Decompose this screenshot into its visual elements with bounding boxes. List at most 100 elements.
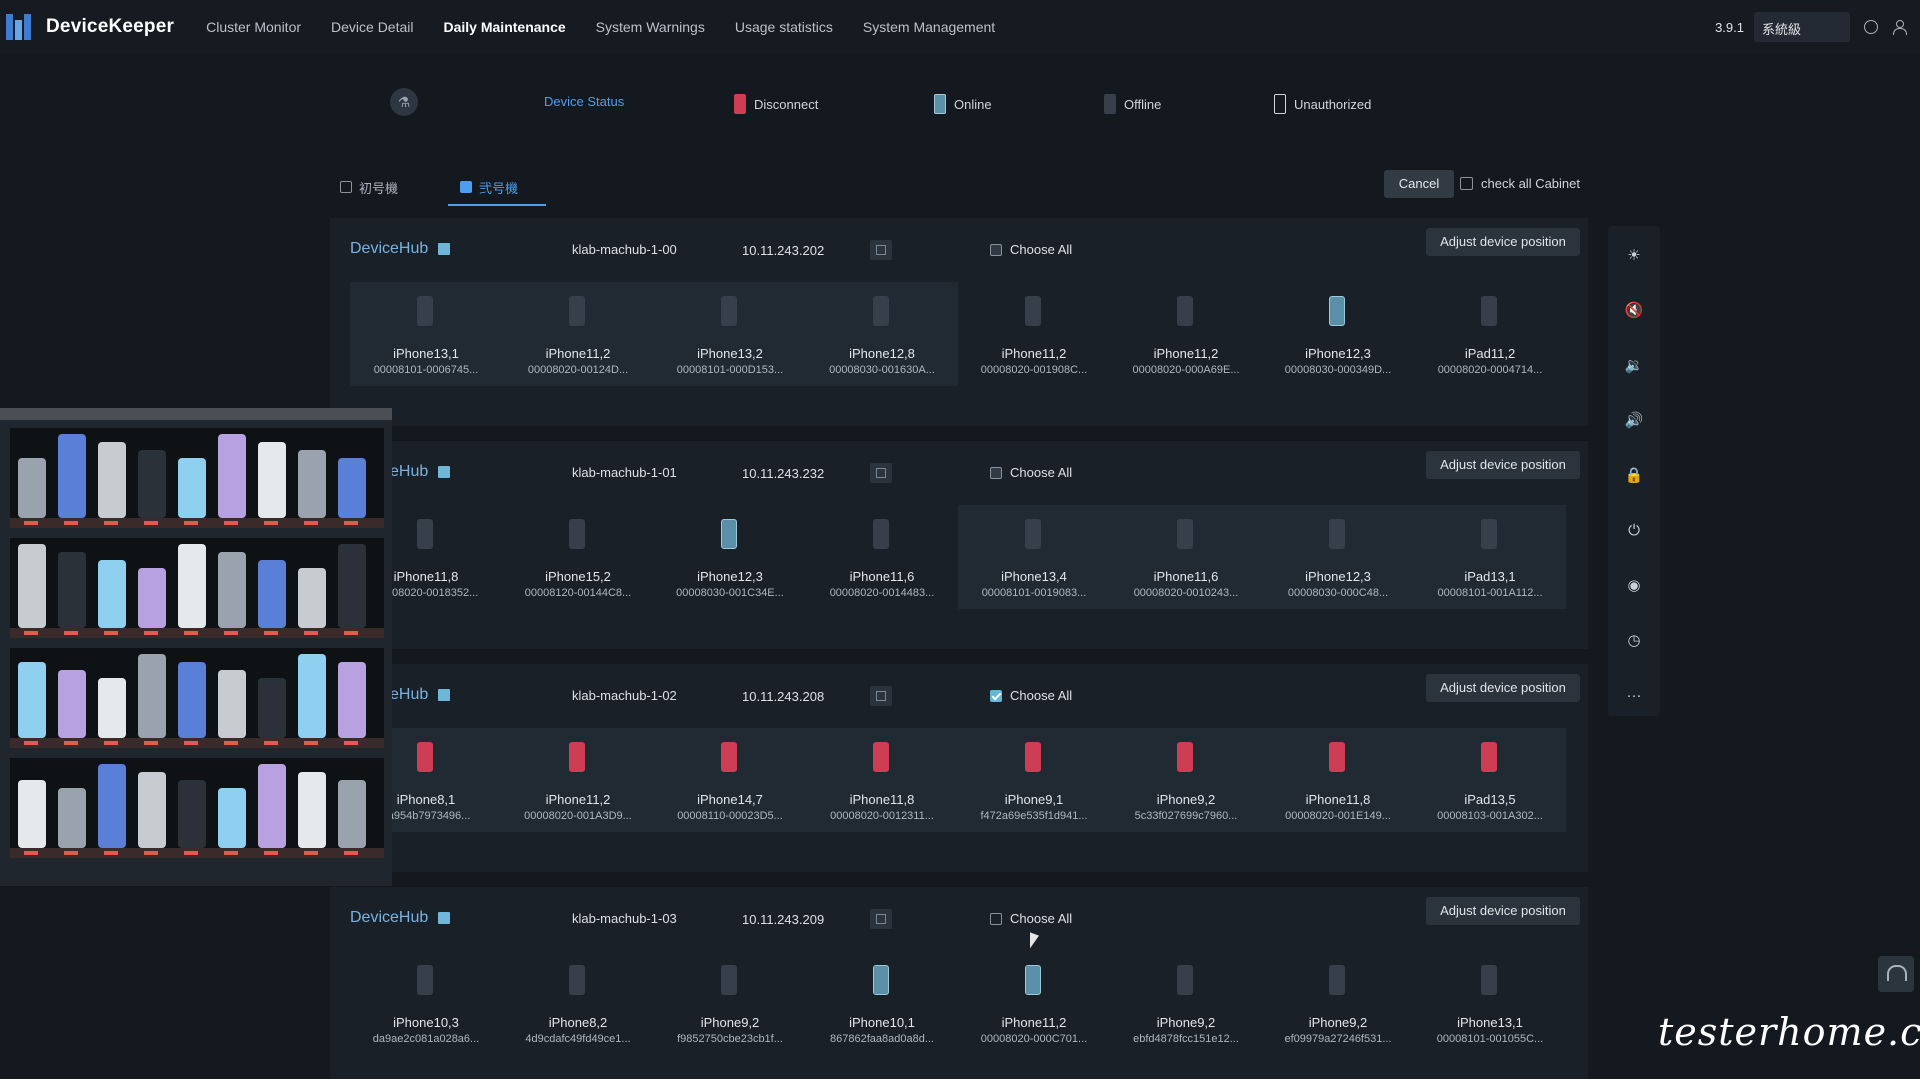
- help-icon[interactable]: [1864, 20, 1878, 34]
- check-all-cabinet[interactable]: check all Cabinet: [1460, 176, 1580, 191]
- adjust-position-button[interactable]: Adjust device position: [1426, 674, 1580, 702]
- device-card[interactable]: iPhone15,2 00008120-00144C8...: [502, 505, 654, 609]
- device-card[interactable]: iPad13,5 00008103-001A302...: [1414, 728, 1566, 832]
- device-card[interactable]: iPhone12,8 00008030-001630A...: [806, 282, 958, 386]
- device-card[interactable]: iPhone9,2 ef09979a27246f531...: [1262, 951, 1414, 1055]
- terminal-icon[interactable]: [870, 240, 892, 260]
- home-icon[interactable]: ◉: [1627, 577, 1641, 594]
- volume-down-icon[interactable]: 🔉: [1624, 357, 1644, 374]
- tab-cabinet-2[interactable]: 弐号機: [447, 172, 547, 206]
- hub-ip: 10.11.243.208: [742, 689, 825, 704]
- lock-icon[interactable]: 🔒: [1624, 467, 1644, 484]
- more-icon[interactable]: ···: [1626, 687, 1642, 704]
- phone-icon: [1481, 519, 1497, 549]
- device-serial: 00008020-000A69E...: [1132, 364, 1240, 376]
- device-card[interactable]: iPhone9,1 f472a69e535f1d941...: [958, 728, 1110, 832]
- cancel-button[interactable]: Cancel: [1384, 170, 1454, 198]
- device-card[interactable]: iPhone13,2 00008101-000D153...: [654, 282, 806, 386]
- device-card[interactable]: iPhone11,2 00008020-000A69E...: [1110, 282, 1262, 386]
- tab-cabinet-1[interactable]: 初号機: [340, 172, 398, 202]
- device-row: iPhone13,1 00008101-0006745... iPhone11,…: [350, 282, 1566, 386]
- device-model: iPhone9,2: [1308, 1015, 1368, 1030]
- headset-icon[interactable]: [1878, 956, 1914, 992]
- device-card[interactable]: iPhone11,6 00008020-0014483...: [806, 505, 958, 609]
- adjust-position-button[interactable]: Adjust device position: [1426, 228, 1580, 256]
- device-model: iPhone9,2: [1156, 1015, 1216, 1030]
- device-serial: 00008020-001908C...: [980, 364, 1088, 376]
- choose-all-checkbox[interactable]: Choose All: [990, 242, 1072, 257]
- terminal-icon[interactable]: [870, 909, 892, 929]
- device-card[interactable]: iPhone12,3 00008030-000349D...: [1262, 282, 1414, 386]
- choose-all-checkbox[interactable]: Choose All: [990, 465, 1072, 480]
- nav-item[interactable]: Cluster Monitor: [206, 19, 302, 35]
- device-card[interactable]: iPhone11,8 00008020-0018352...: [350, 505, 502, 609]
- device-model: iPad13,1: [1464, 569, 1516, 584]
- device-serial: 00008020-0014483...: [829, 587, 935, 599]
- power-icon[interactable]: ⏻: [1628, 522, 1640, 539]
- phone-icon: [569, 296, 585, 326]
- choose-all-checkbox[interactable]: Choose All: [990, 688, 1072, 703]
- phone-icon: [1481, 742, 1497, 772]
- device-card[interactable]: iPhone14,7 00008110-00023D5...: [654, 728, 806, 832]
- device-card[interactable]: iPad13,1 00008101-001A112...: [1414, 505, 1566, 609]
- terminal-icon[interactable]: [870, 686, 892, 706]
- device-card[interactable]: iPhone11,8 00008020-0012311...: [806, 728, 958, 832]
- device-serial: 00008020-000C701...: [980, 1033, 1088, 1045]
- hub-name: DeviceHub: [350, 240, 451, 258]
- nav-item[interactable]: System Management: [862, 19, 996, 35]
- brand-name: DeviceKeeper: [46, 16, 175, 37]
- device-card[interactable]: iPhone10,1 867862faa8ad0a8d...: [806, 951, 958, 1055]
- nav-item[interactable]: System Warnings: [595, 19, 705, 35]
- link-icon[interactable]: ⚗: [390, 88, 418, 116]
- device-model: iPhone10,3: [393, 1015, 459, 1030]
- device-card[interactable]: iPhone11,2 00008020-001A3D9...: [502, 728, 654, 832]
- device-row: iPhone8,1 9a954b7973496... iPhone11,2 00…: [350, 728, 1566, 832]
- device-card[interactable]: iPhone12,3 00008030-001C34E...: [654, 505, 806, 609]
- legend-disconnect: Disconnect: [734, 94, 818, 114]
- clock-icon[interactable]: ◷: [1627, 632, 1641, 649]
- device-card[interactable]: iPhone9,2 ebfd4878fcc151e12...: [1110, 951, 1262, 1055]
- hub-host: klab-machub-1-00: [572, 242, 677, 257]
- device-card[interactable]: iPad11,2 00008020-0004714...: [1414, 282, 1566, 386]
- device-card[interactable]: iPhone13,1 00008101-0006745...: [350, 282, 502, 386]
- device-card[interactable]: iPhone8,2 4d9cdafc49fd49ce1...: [502, 951, 654, 1055]
- device-card[interactable]: iPhone11,6 00008020-0010243...: [1110, 505, 1262, 609]
- device-card[interactable]: iPhone9,2 5c33f027699c7960...: [1110, 728, 1262, 832]
- device-card[interactable]: iPhone11,2 00008020-000C701...: [958, 951, 1110, 1055]
- volume-up-icon[interactable]: 🔊: [1624, 412, 1644, 429]
- choose-all-checkbox[interactable]: Choose All: [990, 911, 1072, 926]
- nav-item[interactable]: Usage statistics: [734, 19, 833, 35]
- nav-item[interactable]: Daily Maintenance: [443, 19, 566, 35]
- device-model: iPhone9,2: [1156, 792, 1216, 807]
- watermark: testerhome.com: [1658, 1010, 1920, 1054]
- device-card[interactable]: iPhone11,2 00008020-001908C...: [958, 282, 1110, 386]
- main-nav: Cluster Monitor Device Detail Daily Mainte…: [206, 19, 995, 35]
- device-model: iPhone12,8: [849, 346, 915, 361]
- device-model: iPhone11,2: [545, 346, 611, 361]
- device-card[interactable]: iPhone10,3 da9ae2c081a028a6...: [350, 951, 502, 1055]
- brightness-icon[interactable]: ☀: [1627, 247, 1641, 264]
- device-card[interactable]: iPhone11,2 00008020-00124D...: [502, 282, 654, 386]
- terminal-icon[interactable]: [870, 463, 892, 483]
- device-card[interactable]: iPhone13,1 00008101-001055C...: [1414, 951, 1566, 1055]
- device-model: iPhone11,6: [849, 569, 915, 584]
- nav-item[interactable]: Device Detail: [331, 19, 414, 35]
- device-hub-panel: DeviceHub klab-machub-1-03 10.11.243.209…: [330, 887, 1588, 1079]
- hub-status-icon: [438, 689, 451, 701]
- hub-ip: 10.11.243.202: [742, 243, 825, 258]
- mute-icon[interactable]: 🔇: [1624, 302, 1644, 319]
- device-card[interactable]: iPhone12,3 00008030-000C48...: [1262, 505, 1414, 609]
- device-card[interactable]: iPhone13,4 00008101-0019083...: [958, 505, 1110, 609]
- level-select[interactable]: 系統級: [1754, 12, 1850, 42]
- device-model: iPhone9,2: [700, 1015, 760, 1030]
- device-control-sidebar: ☀ 🔇 🔉 🔊 🔒 ⏻ ◉ ◷ ···: [1608, 226, 1660, 716]
- adjust-position-button[interactable]: Adjust device position: [1426, 451, 1580, 479]
- device-serial: 00008020-001E149...: [1285, 810, 1391, 822]
- device-card[interactable]: iPhone9,2 f9852750cbe23cb1f...: [654, 951, 806, 1055]
- device-hub-panel: DeviceHub klab-machub-1-01 10.11.243.232…: [330, 441, 1588, 649]
- mouse-cursor: [1030, 932, 1039, 952]
- device-card[interactable]: iPhone11,8 00008020-001E149...: [1262, 728, 1414, 832]
- user-icon[interactable]: [1892, 20, 1907, 35]
- adjust-position-button[interactable]: Adjust device position: [1426, 897, 1580, 925]
- device-model: iPhone13,1: [1457, 1015, 1523, 1030]
